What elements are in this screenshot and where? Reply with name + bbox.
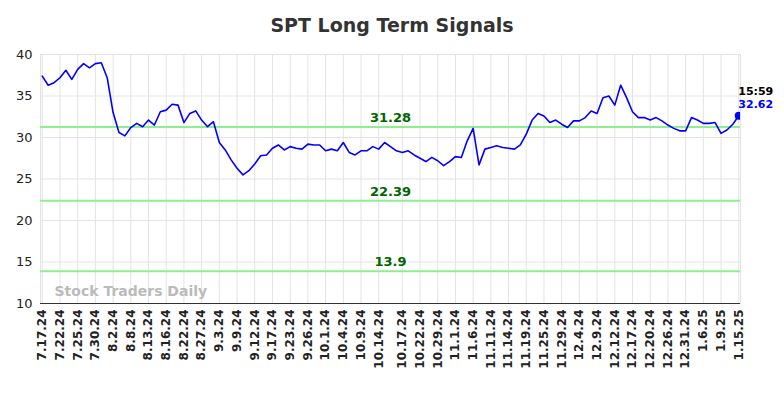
svg-text:12.31.24: 12.31.24 [678,310,692,369]
svg-text:9.17.24: 9.17.24 [265,310,279,361]
svg-text:15: 15 [16,254,33,269]
svg-text:9.23.24: 9.23.24 [283,310,297,361]
svg-text:10.17.24: 10.17.24 [395,310,409,369]
svg-text:8.16.24: 8.16.24 [159,310,173,361]
svg-text:12.9.24: 12.9.24 [590,310,604,361]
svg-text:12.17.24: 12.17.24 [625,310,639,369]
svg-text:11.19.24: 11.19.24 [519,310,533,369]
svg-text:10.22.24: 10.22.24 [413,310,427,369]
svg-text:35: 35 [16,88,33,103]
svg-text:7.17.24: 7.17.24 [35,310,49,361]
svg-text:10: 10 [16,296,33,311]
svg-text:31.28: 31.28 [370,110,411,125]
svg-text:12.26.24: 12.26.24 [661,310,675,369]
svg-text:1.6.25: 1.6.25 [696,310,710,353]
svg-text:10.4.24: 10.4.24 [336,310,350,361]
svg-text:7.30.24: 7.30.24 [88,310,102,361]
svg-text:1.15.25: 1.15.25 [732,310,746,361]
svg-text:12.20.24: 12.20.24 [643,310,657,369]
svg-text:8.27.24: 8.27.24 [194,310,208,361]
svg-text:7.22.24: 7.22.24 [53,310,67,361]
svg-text:8.8.24: 8.8.24 [124,310,138,353]
svg-text:10.29.24: 10.29.24 [431,310,445,369]
svg-text:11.29.24: 11.29.24 [555,310,569,369]
svg-text:11.1.24: 11.1.24 [448,310,462,361]
svg-text:13.9: 13.9 [374,254,406,269]
svg-text:9.12.24: 9.12.24 [248,310,262,361]
svg-text:8.22.24: 8.22.24 [177,310,191,361]
svg-text:1.9.25: 1.9.25 [714,310,728,353]
svg-text:40: 40 [16,47,33,62]
svg-text:10.1.24: 10.1.24 [318,310,332,361]
svg-text:Stock Traders Daily: Stock Traders Daily [55,283,208,299]
svg-text:9.3.24: 9.3.24 [212,310,226,353]
svg-text:15:59: 15:59 [738,85,773,98]
svg-text:10.14.24: 10.14.24 [372,310,386,369]
svg-text:25: 25 [16,171,33,186]
html-text:SPT Long Term Signals: SPT Long Term Signals [270,14,514,36]
svg-text:9.9.24: 9.9.24 [230,310,244,353]
svg-text:30: 30 [16,130,33,145]
svg-text:11.25.24: 11.25.24 [537,310,551,369]
svg-text:20: 20 [16,213,33,228]
svg-text:10.9.24: 10.9.24 [354,310,368,361]
svg-text:12.12.24: 12.12.24 [608,310,622,369]
svg-text:11.14.24: 11.14.24 [501,310,515,369]
svg-text:11.11.24: 11.11.24 [484,310,498,369]
svg-text:22.39: 22.39 [370,184,411,199]
svg-text:9.26.24: 9.26.24 [301,310,315,361]
svg-text:12.4.24: 12.4.24 [572,310,586,361]
svg-text:11.6.24: 11.6.24 [466,310,480,361]
svg-text:8.13.24: 8.13.24 [141,310,155,361]
svg-text:7.25.24: 7.25.24 [71,310,85,361]
svg-text:32.62: 32.62 [738,98,773,111]
svg-text:8.2.24: 8.2.24 [106,310,120,353]
